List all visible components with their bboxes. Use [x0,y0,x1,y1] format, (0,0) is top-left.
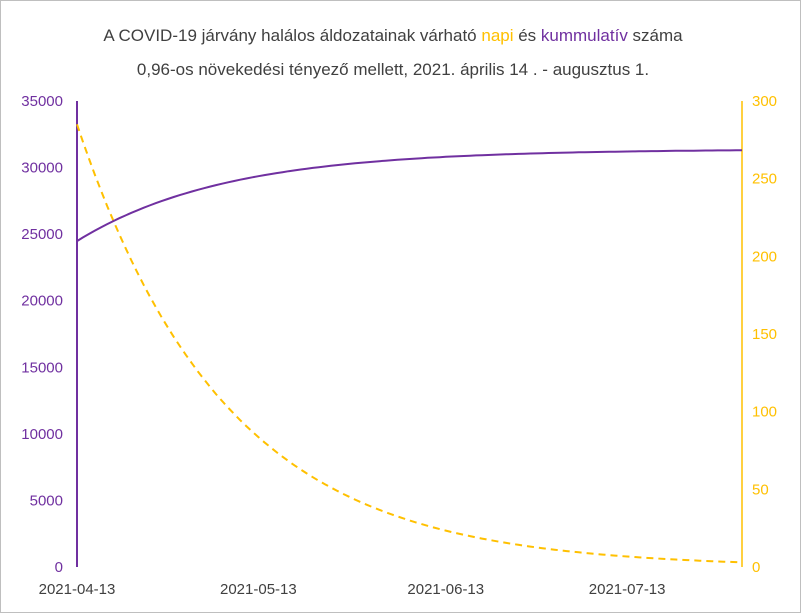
left-tick-label-0: 0 [55,559,63,576]
x-tick-label-0: 2021-04-13 [39,581,116,598]
right-axis-ticks: 0 50 100 150 200 250 300 [752,93,777,576]
series-line-cumulative [76,149,742,242]
left-tick-label-1: 5000 [30,492,63,509]
series-layer [76,123,743,564]
title-segment-3: kummulatív [541,26,628,45]
left-tick-label-4: 20000 [21,293,63,310]
title-segment-2: és [514,26,541,45]
right-tick-label-1: 50 [752,481,769,498]
left-tick-label-5: 25000 [21,226,63,243]
left-axis-ticks: 0 5000 10000 15000 20000 25000 30000 35000 [21,93,63,576]
right-tick-label-2: 100 [752,404,777,421]
left-tick-label-6: 30000 [21,160,63,177]
series-line-daily [76,123,743,564]
right-tick-label-0: 0 [752,559,760,576]
chart-title-line1: A COVID-19 járvány halálos áldozatainak … [103,26,683,45]
title-segment-1: napi [481,26,513,45]
title-segment-0: A COVID-19 járvány halálos áldozatainak … [103,26,481,45]
x-tick-label-2: 2021-06-13 [407,581,484,598]
x-tick-label-1: 2021-05-13 [220,581,297,598]
right-tick-label-3: 150 [752,326,777,343]
x-axis-ticks: 2021-04-13 2021-05-13 2021-06-13 2021-07-13 [39,581,666,598]
left-tick-label-2: 10000 [21,426,63,443]
title-segment-4: száma [628,26,683,45]
left-tick-label-3: 15000 [21,359,63,376]
left-tick-label-7: 35000 [21,93,63,110]
chart-title-line2: 0,96-os növekedési tényező mellett, 2021… [137,60,649,79]
right-tick-label-6: 300 [752,93,777,110]
right-tick-label-4: 200 [752,248,777,265]
x-tick-label-3: 2021-07-13 [589,581,666,598]
right-tick-label-5: 250 [752,171,777,188]
